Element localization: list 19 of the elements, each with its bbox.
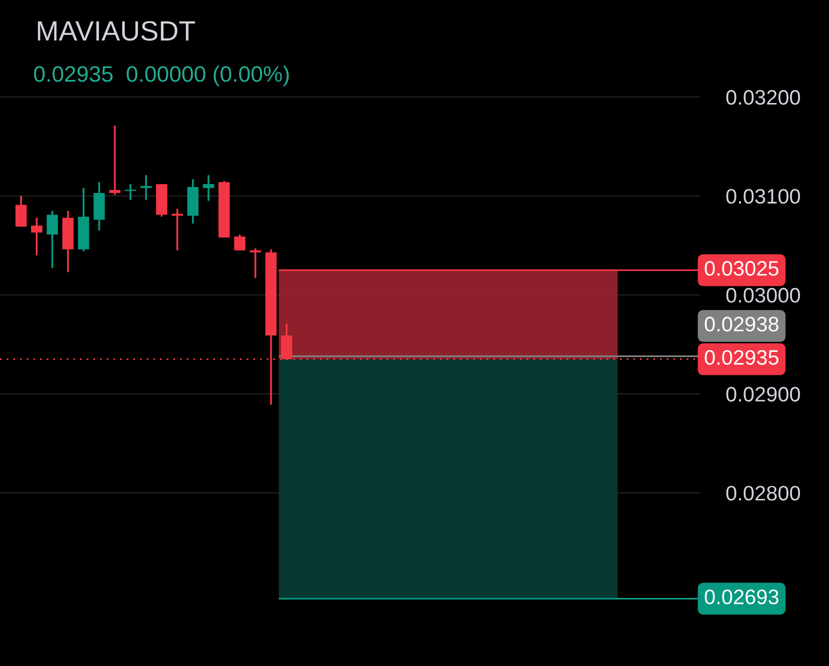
candlestick	[109, 124, 120, 196]
y-tick-label: 0.03000	[726, 288, 800, 303]
candlestick	[202, 174, 214, 202]
y-tick-label: 0.03200	[726, 90, 800, 105]
y-tick-label: 0.03100	[726, 188, 800, 204]
y-tick-label: 0.02800	[726, 486, 800, 501]
y-tick-label: 0.02900	[726, 386, 800, 402]
candlestick	[15, 195, 27, 228]
ref-line-label: 0.02693	[704, 590, 778, 604]
candlestick	[250, 247, 261, 279]
ref-line-label: 0.03025	[704, 261, 778, 276]
text: 0.02935 0.00000 (0.00%)	[34, 66, 289, 86]
text: MAVIAUSDT	[38, 21, 196, 41]
candlestick	[234, 234, 246, 252]
candlestick	[140, 174, 152, 201]
ref-line-label: 0.02938	[704, 316, 778, 332]
ref-line-label: 0.02935	[704, 350, 778, 365]
candlestick	[46, 210, 58, 270]
candlestick	[31, 216, 42, 256]
